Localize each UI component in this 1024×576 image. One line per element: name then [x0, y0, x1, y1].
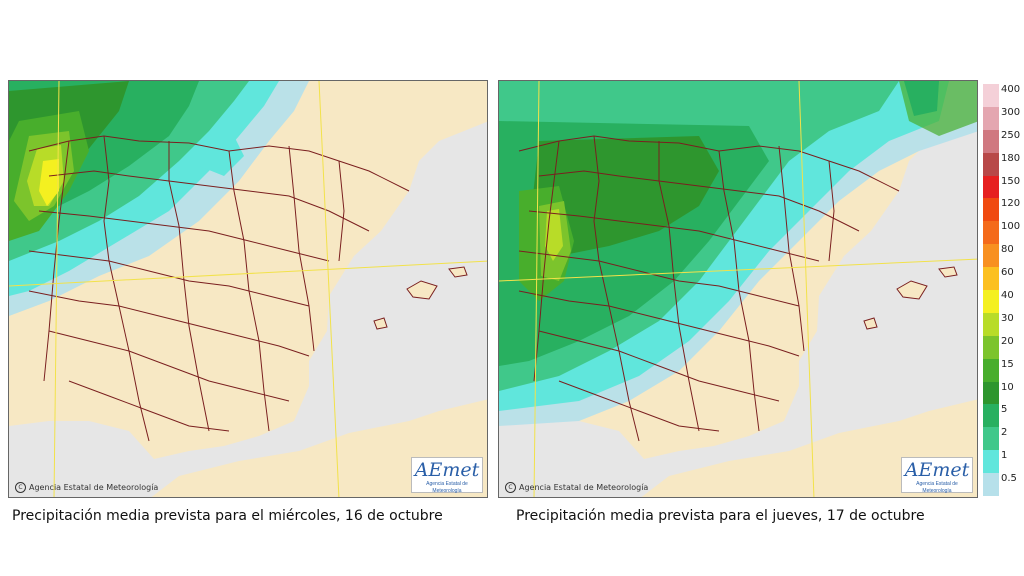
legend-label: 5 — [1001, 404, 1008, 416]
legend-swatch — [983, 221, 999, 245]
legend-swatch — [983, 427, 999, 451]
legend-label: 30 — [1001, 312, 1014, 324]
aemet-logo: AEmet Agencia Estatal de Meteorología — [901, 457, 973, 494]
credit-line: C Agencia Estatal de Meteorología — [505, 482, 648, 493]
caption-thursday: Precipitación media prevista para el jue… — [516, 508, 925, 524]
caption-wednesday: Precipitación media prevista para el mié… — [12, 508, 443, 524]
legend-label: 180 — [1001, 152, 1021, 164]
credit-line: C Agencia Estatal de Meteorología — [15, 482, 158, 493]
legend-swatch — [983, 244, 999, 268]
legend-swatch — [983, 290, 999, 313]
precipitation-map-wednesday: C Agencia Estatal de Meteorología AEmet A… — [8, 80, 488, 498]
legend-swatch — [983, 106, 999, 130]
legend-swatch — [983, 152, 999, 176]
legend-label: 0.5 — [1001, 473, 1017, 485]
legend-swatch — [983, 335, 999, 359]
logo-subtitle: Agencia Estatal de Meteorología — [916, 481, 958, 494]
legend-swatch — [983, 404, 999, 428]
legend-swatch — [983, 473, 999, 496]
legend-swatch — [983, 198, 999, 222]
map-canvas — [9, 81, 487, 497]
aemet-logo: AEmet Agencia Estatal de Meteorología — [411, 457, 483, 494]
logo-word: AEmet — [904, 459, 970, 481]
legend-swatch — [983, 129, 999, 153]
legend-label: 150 — [1001, 175, 1021, 187]
legend-label: 2 — [1001, 427, 1008, 439]
legend-swatch — [983, 358, 999, 382]
credit-text: Agencia Estatal de Meteorología — [519, 483, 649, 492]
legend-swatch — [983, 267, 999, 290]
legend-swatch — [983, 175, 999, 199]
credit-text: Agencia Estatal de Meteorología — [29, 483, 159, 492]
copyright-icon: C — [15, 482, 26, 493]
map-canvas — [499, 81, 977, 497]
legend-label: 1 — [1001, 450, 1008, 462]
logo-word: AEmet — [414, 459, 480, 481]
legend-label: 300 — [1001, 106, 1021, 118]
legend-label: 40 — [1001, 290, 1014, 301]
precipitation-legend: 400 300 250 180 150 120 100 80 60 40 30 20 15 10 5 2 1 0.… — [983, 84, 1023, 496]
legend-label: 400 — [1001, 84, 1021, 95]
land-africa — [151, 399, 487, 497]
legend-label: 250 — [1001, 129, 1021, 141]
legend-label: 20 — [1001, 335, 1014, 347]
legend-swatch — [983, 450, 999, 474]
copyright-icon: C — [505, 482, 516, 493]
legend-label: 100 — [1001, 221, 1021, 233]
legend-label: 15 — [1001, 358, 1014, 370]
land-africa — [641, 399, 977, 497]
precipitation-map-thursday: C Agencia Estatal de Meteorología AEmet A… — [498, 80, 978, 498]
legend-label: 80 — [1001, 244, 1014, 256]
legend-swatch — [983, 312, 999, 336]
legend-label: 120 — [1001, 198, 1021, 210]
legend-swatch — [983, 84, 999, 107]
logo-subtitle: Agencia Estatal de Meteorología — [426, 481, 468, 494]
legend-label: 10 — [1001, 381, 1014, 393]
legend-label: 60 — [1001, 267, 1014, 279]
legend-swatch — [983, 381, 999, 405]
